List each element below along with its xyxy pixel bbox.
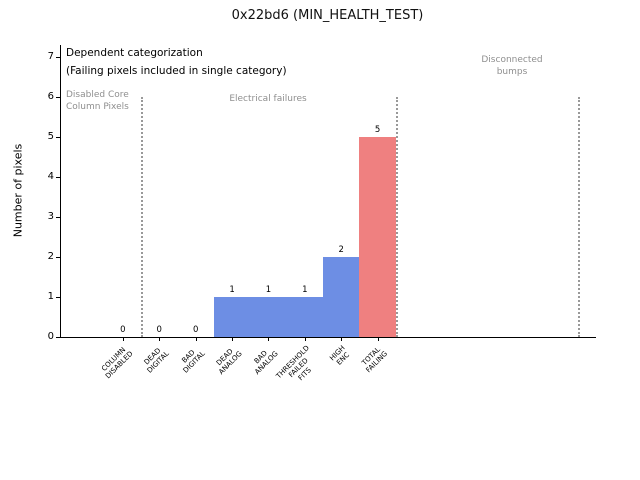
bar-value-label: 1 xyxy=(265,285,272,295)
y-tick-label: 0 xyxy=(47,331,54,342)
group-separator-line xyxy=(395,97,398,337)
bar xyxy=(286,297,324,337)
y-tick-label: 5 xyxy=(47,131,54,142)
bar-value-label: 0 xyxy=(156,325,162,335)
chart-title: 0x22bd6 (MIN_HEALTH_TEST) xyxy=(231,8,424,23)
x-tick-mark xyxy=(195,337,197,341)
failing-pixels-note: (Failing pixels included in single categ… xyxy=(66,65,287,77)
y-tick-mark xyxy=(56,256,60,258)
y-axis-label: Number of pixels xyxy=(11,143,25,238)
y-tick-mark xyxy=(56,56,60,58)
bar-value-label: 5 xyxy=(374,125,381,135)
y-tick-label: 2 xyxy=(47,251,54,262)
x-tick-mark xyxy=(377,337,379,341)
x-tick-mark xyxy=(304,337,306,341)
y-tick-label: 3 xyxy=(47,211,54,222)
bar-value-label: 2 xyxy=(338,245,344,255)
x-tick-mark xyxy=(159,337,161,341)
group-label-disconnected-bumps: Disconnected bumps xyxy=(481,55,543,77)
x-tick-label: HIGH ENC xyxy=(328,344,352,368)
x-tick-mark xyxy=(268,337,270,341)
group-label-disabled-core: Disabled Core Column Pixels xyxy=(66,90,129,112)
x-tick-mark xyxy=(232,337,234,341)
y-tick-label: 6 xyxy=(47,91,54,102)
y-tick-mark xyxy=(56,216,60,218)
x-tick-label: TOTAL FAILING xyxy=(360,345,390,375)
bar xyxy=(359,137,396,337)
x-tick-label: THRESHOLD FAILED FITS xyxy=(274,344,313,383)
x-tick-label: DEAD ANALOG xyxy=(214,347,244,377)
y-tick-label: 1 xyxy=(47,291,54,302)
plot-area: 0 1 2 3 4 5 6 7 0 COLUMN DISABLED 0 DEAD DIGITAL 0 BA… xyxy=(48,45,596,382)
group-label-electrical-failures: Electrical failures xyxy=(229,94,307,104)
x-tick-label: COLUMN DISABLED xyxy=(99,345,135,381)
x-tick-label: BAD ANALOG xyxy=(252,349,281,377)
y-tick-label: 7 xyxy=(47,51,54,62)
bar-value-label: 1 xyxy=(229,285,235,295)
x-tick-label: DEAD DIGITAL xyxy=(142,346,171,375)
y-tick-mark xyxy=(56,296,60,298)
group-separator-line xyxy=(141,97,144,337)
bar xyxy=(213,297,251,337)
bar xyxy=(250,297,287,337)
x-tick-mark xyxy=(341,337,343,341)
y-tick-mark xyxy=(56,96,60,98)
y-tick-mark xyxy=(56,136,60,138)
x-tick-label: BAD DIGITAL xyxy=(180,348,208,375)
group-separator-line xyxy=(577,97,580,337)
bar-value-label: 0 xyxy=(192,325,199,335)
x-tick-mark xyxy=(122,337,124,341)
bar xyxy=(323,257,360,337)
bar-value-label: 1 xyxy=(302,285,308,295)
y-tick-label: 4 xyxy=(47,171,54,182)
bar-value-label: 0 xyxy=(120,325,126,335)
dependent-categorization-note: Dependent categorization xyxy=(66,47,203,59)
y-tick-mark xyxy=(56,176,60,178)
y-tick-mark xyxy=(56,336,60,338)
